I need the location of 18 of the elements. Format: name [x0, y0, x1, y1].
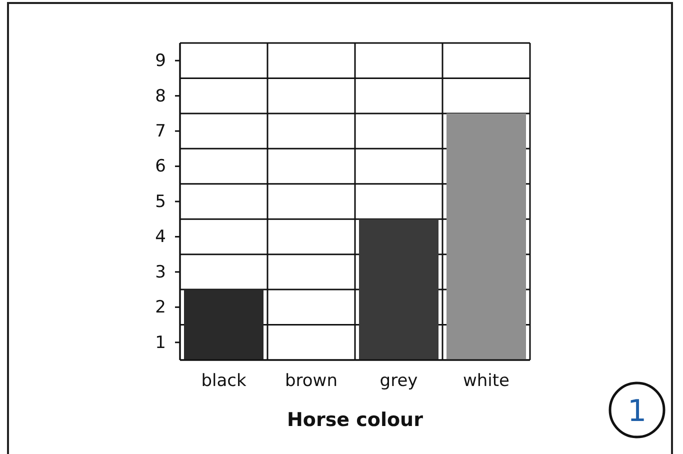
- y-tick-label: 5: [155, 192, 166, 212]
- x-tick-label: grey: [380, 371, 418, 392]
- y-tick-label: 8: [155, 86, 166, 106]
- y-tick-label: 7: [155, 121, 166, 142]
- y-tick-label: 6: [155, 156, 166, 177]
- bar: [446, 113, 526, 360]
- x-tick-label: black: [201, 371, 246, 392]
- y-tick-label: 1: [155, 332, 166, 353]
- bar: [184, 290, 264, 360]
- y-tick-label: 2: [155, 298, 166, 318]
- y-tick-label: 4: [155, 227, 166, 248]
- x-tick-label: brown: [285, 371, 338, 392]
- x-tick-label: white: [462, 371, 510, 392]
- y-tick-label: 9: [155, 51, 166, 72]
- y-tick-label: 3: [155, 262, 166, 282]
- x-axis-title: Horse colour: [287, 409, 424, 431]
- bar: [359, 219, 438, 360]
- text: 1: [627, 394, 647, 429]
